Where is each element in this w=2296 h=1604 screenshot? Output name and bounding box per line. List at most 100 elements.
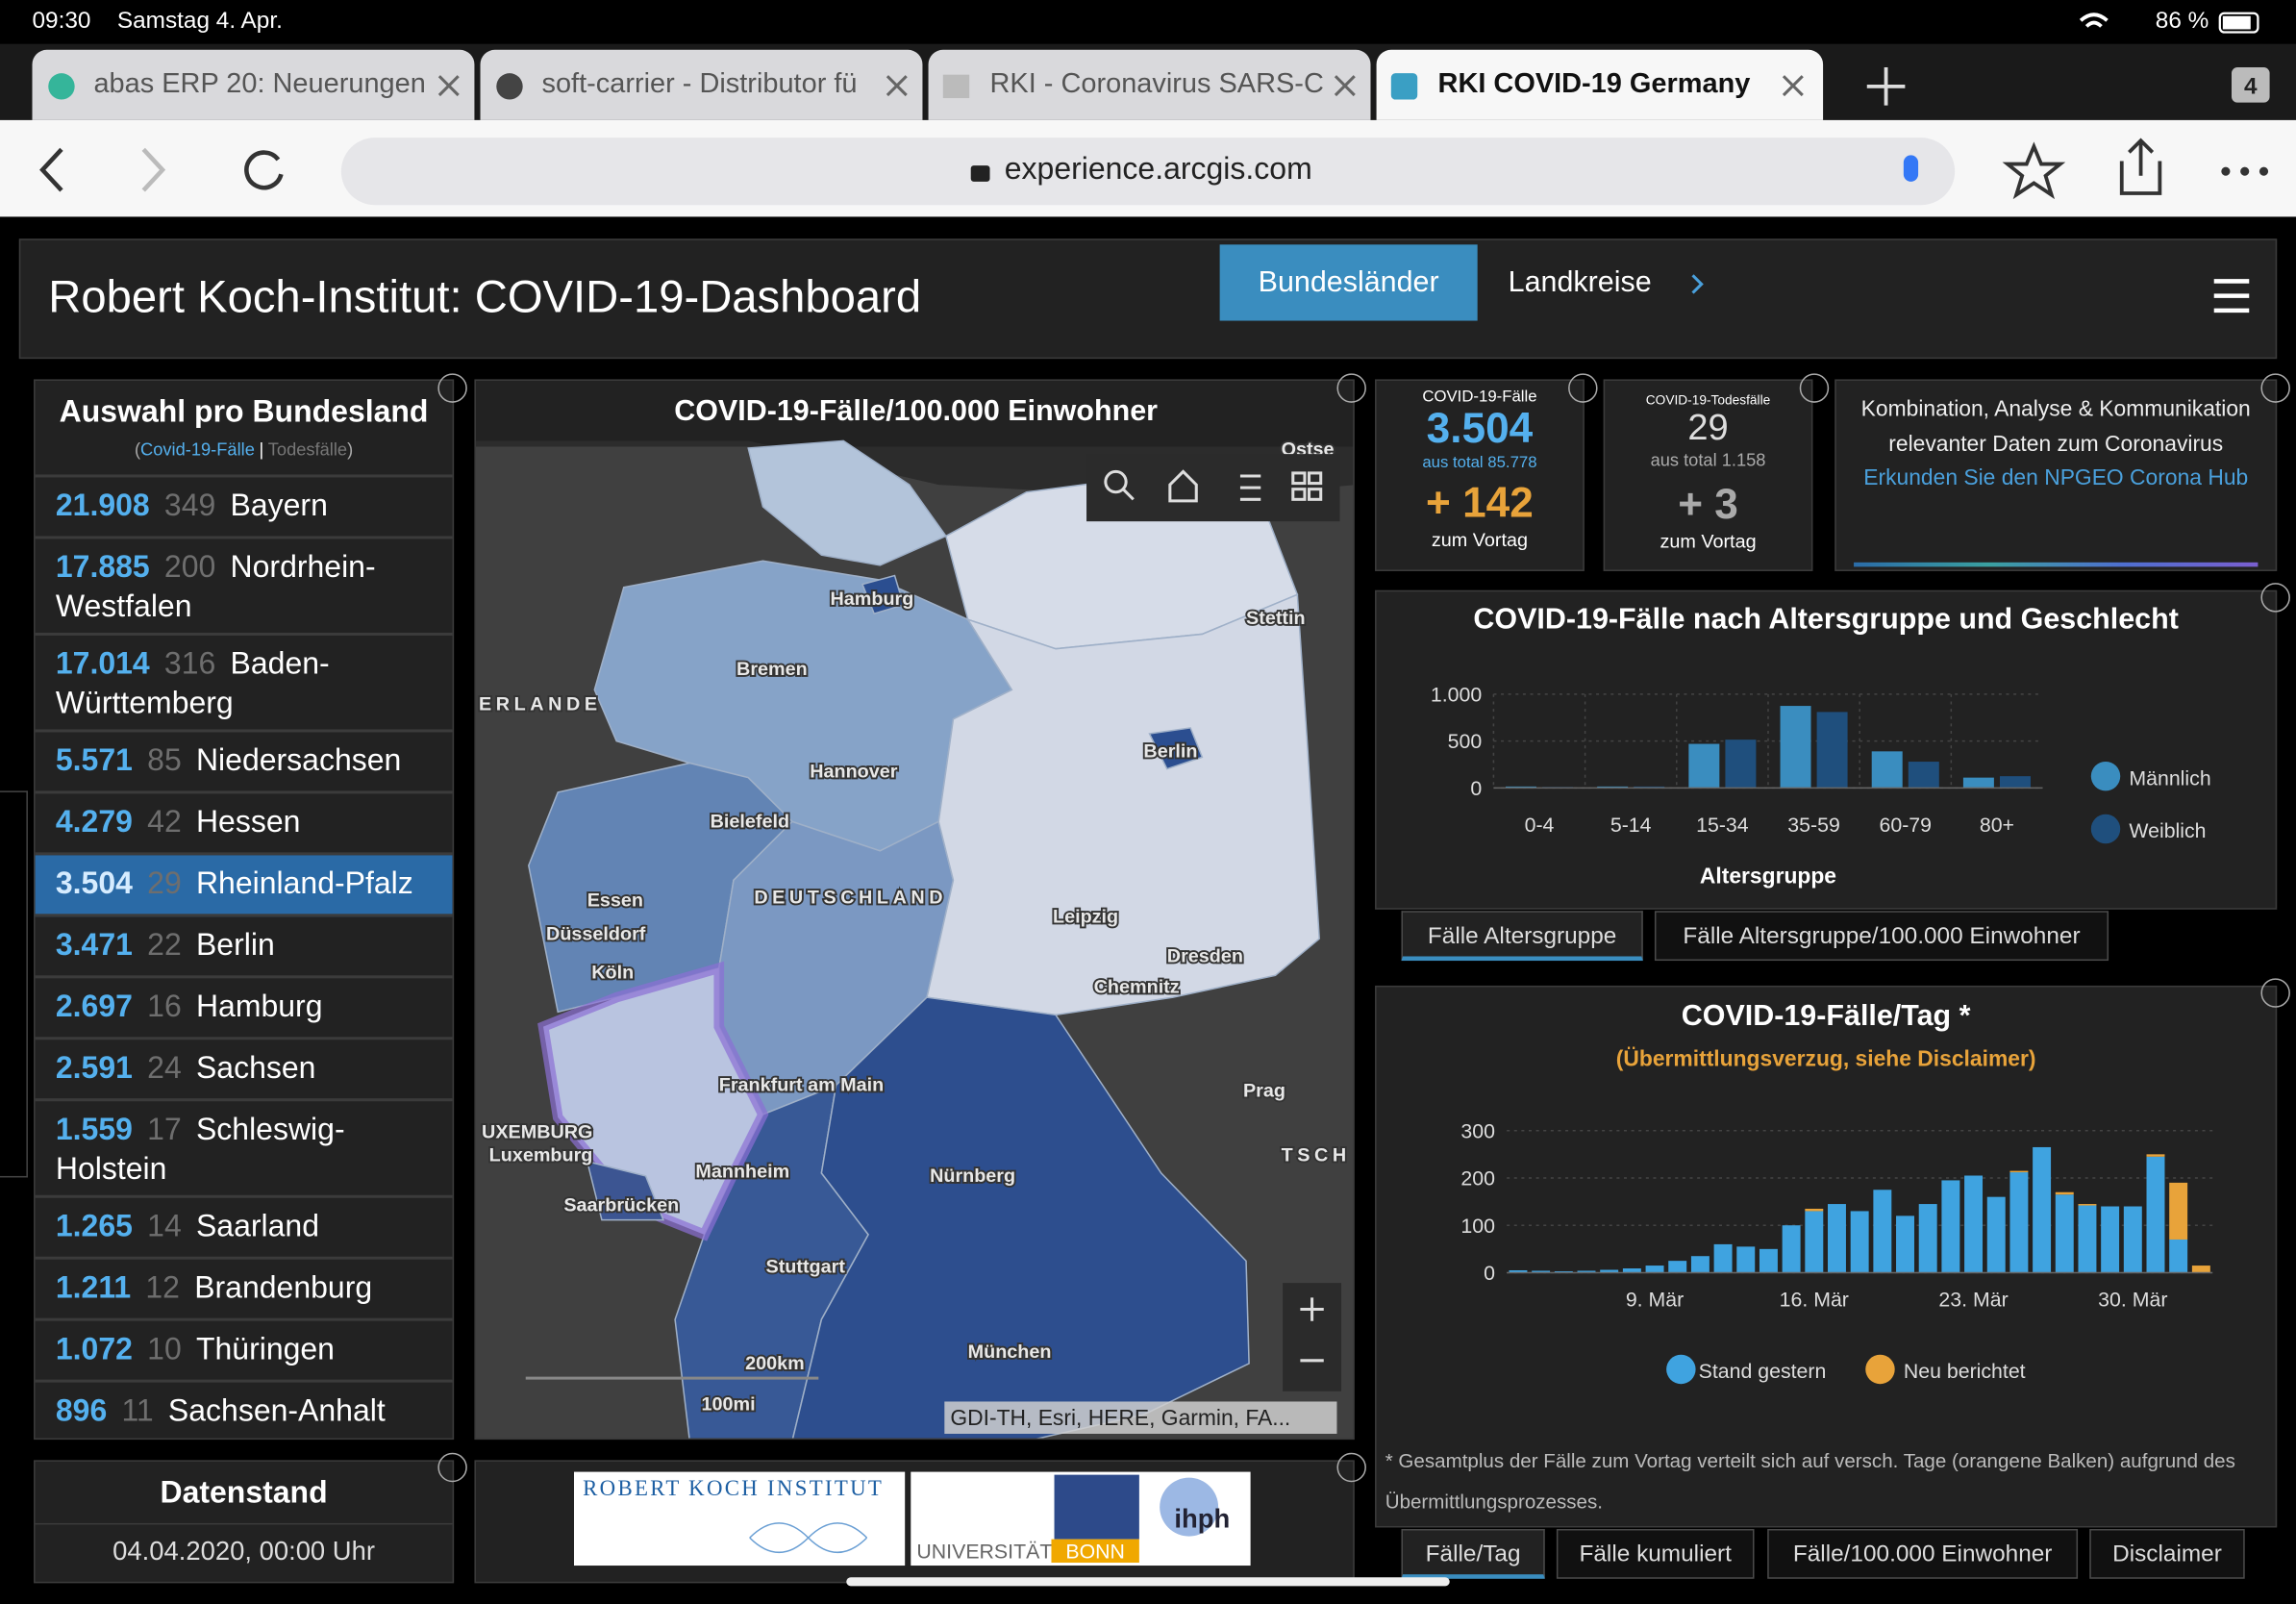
state-row[interactable]: 17.014 316 Baden-Württemberg: [35, 636, 453, 733]
state-cases: 17.014: [55, 647, 150, 682]
ihph-logo-circle: [1160, 1477, 1219, 1537]
legend-part: (: [134, 439, 141, 461]
browser-tab-active[interactable]: RKI COVID-19 Germany: [1376, 49, 1824, 120]
map-label: UXEMBURG: [482, 1121, 592, 1142]
chart-tab[interactable]: Fälle Altersgruppe/100.000 Einwohner: [1654, 911, 2109, 962]
scale-label: 100mi: [701, 1394, 755, 1416]
browser-tab[interactable]: abas ERP 20: Neuerungen: [32, 49, 475, 120]
state-shape: [1148, 727, 1204, 770]
scale-label: 200km: [745, 1353, 805, 1374]
card-label: COVID-19-Fälle: [1422, 388, 1537, 406]
state-name: Sachsen: [195, 1051, 316, 1086]
rki-logo-graphic: [749, 1522, 868, 1553]
zoom-icons[interactable]: [1300, 1297, 1324, 1363]
chart-tab-active[interactable]: Fälle Altersgruppe: [1401, 911, 1643, 962]
back-button[interactable]: [39, 147, 63, 192]
state-row[interactable]: 17.885 200 Nordrhein-Westfalen: [35, 539, 453, 636]
chart-tab[interactable]: Fälle kumuliert: [1556, 1528, 1755, 1579]
chart-tab[interactable]: Fälle/100.000 Einwohner: [1767, 1528, 2079, 1579]
state-shape: [861, 574, 905, 615]
state-deaths: 22: [147, 928, 182, 963]
state-row[interactable]: 5.571 85 Niedersachsen: [35, 732, 453, 794]
url-field[interactable]: [340, 138, 1956, 206]
tab-close-icons[interactable]: [437, 75, 1804, 97]
expand-button[interactable]: [437, 373, 467, 403]
attribution-box: [944, 1401, 1337, 1434]
expand-button[interactable]: [437, 1452, 467, 1483]
state-row[interactable]: 1.559 17 Schleswig-Holstein: [35, 1101, 453, 1198]
map-tools[interactable]: [1104, 469, 1323, 503]
map-label: Düsseldorf: [546, 924, 646, 945]
dashboard-title: Robert Koch-Institut: COVID-19-Dashboard: [48, 270, 922, 323]
tab-count-box[interactable]: [2231, 67, 2270, 103]
expand-button[interactable]: [2260, 583, 2290, 613]
state-cases: 5.571: [55, 743, 133, 778]
state-name: Niedersachsen: [195, 743, 402, 778]
expand-button[interactable]: [1568, 373, 1598, 403]
state-row[interactable]: 896 11 Sachsen-Anhalt: [36, 1383, 453, 1439]
share-button[interactable]: [2119, 138, 2162, 195]
map-label: Leipzig: [1053, 906, 1118, 927]
dashboard-header: [18, 238, 2278, 360]
new-tab-button[interactable]: [1866, 67, 1906, 106]
lock-icon: [970, 165, 990, 182]
rki-logo-text: ROBERT KOCH INSTITUT: [583, 1477, 885, 1502]
card-delta-label: zum Vortag: [1431, 528, 1529, 551]
state-row[interactable]: 1.211 12 Brandenburg: [35, 1260, 453, 1321]
state-shape-selected[interactable]: [537, 961, 769, 1241]
hub-link[interactable]: Erkunden Sie den NPGEO Corona Hub: [1863, 465, 2249, 491]
nav-tab-active[interactable]: Bundesländer: [1219, 244, 1478, 321]
daily-chart-title: COVID-19-Fälle/Tag *: [1681, 1000, 1971, 1033]
nav-next[interactable]: [1691, 274, 1704, 294]
state-cases: 1.072: [55, 1332, 133, 1366]
expand-button[interactable]: [1336, 1452, 1366, 1483]
bookmark-button[interactable]: [2002, 141, 2066, 200]
card-value: 29: [1687, 407, 1729, 449]
state-row[interactable]: 1.265 14 Saarland: [35, 1198, 453, 1260]
favicon: [48, 73, 75, 100]
state-row[interactable]: 4.279 42 Hessen: [35, 793, 453, 856]
uni-logo-block: [1054, 1474, 1139, 1540]
map-label: Hamburg: [831, 589, 914, 610]
forward-button[interactable]: [141, 147, 166, 192]
browser-tab[interactable]: soft-carrier - Distributor fü: [480, 49, 923, 120]
map[interactable]: Hamburg Bremen Hannover Bielefeld Berlin…: [475, 380, 1355, 1440]
state-deaths: 12: [145, 1270, 180, 1305]
browser-tab[interactable]: RKI - Coronavirus SARS-C: [928, 49, 1371, 120]
datenstand-panel: Datenstand 04.04.2020, 00:00 Uhr: [34, 1460, 455, 1584]
age-chart-panel: [1375, 589, 2278, 910]
expand-button[interactable]: [1799, 373, 1830, 403]
state-list-panel: Auswahl pro Bundesland (Covid-19-Fälle | T…: [34, 379, 455, 1441]
state-row[interactable]: 1.072 10 Thüringen: [35, 1321, 453, 1383]
chart-tab[interactable]: Disclaimer: [2089, 1528, 2245, 1579]
menu-button[interactable]: [2213, 279, 2250, 313]
expand-button[interactable]: [2260, 373, 2290, 403]
uni-logo-text: UNIVERSITÄT: [916, 1539, 1053, 1563]
state-row[interactable]: 2.697 16 Hamburg: [35, 978, 453, 1040]
mic-icon[interactable]: [1903, 155, 1919, 182]
state-row[interactable]: 3.504 29 Rheinland-Pfalz: [35, 855, 453, 917]
chart-tab-active[interactable]: Fälle/Tag: [1401, 1528, 1545, 1579]
side-handle[interactable]: [0, 790, 28, 1178]
state-row[interactable]: 21.908 349 Bayern: [35, 477, 453, 539]
expand-button[interactable]: [1336, 373, 1366, 403]
expand-button[interactable]: [2260, 978, 2290, 1008]
state-name: Berlin: [195, 928, 275, 963]
age-chart-title: COVID-19-Fälle nach Altersgruppe und Ges…: [1473, 603, 2179, 636]
state-cases: 1.559: [55, 1113, 133, 1147]
state-name: Brandenburg: [194, 1270, 373, 1305]
datenstand-title: Datenstand: [160, 1476, 328, 1511]
state-deaths: 10: [147, 1332, 182, 1366]
nav-tab[interactable]: Landkreise: [1508, 266, 1652, 299]
favicon: [942, 74, 970, 99]
state-row[interactable]: 3.471 22 Berlin: [35, 916, 453, 979]
more-button[interactable]: [2221, 166, 2269, 176]
uni-logo-bonn: BONN: [1051, 1539, 1139, 1563]
reload-button[interactable]: [244, 150, 284, 190]
state-name: Hamburg: [195, 990, 323, 1024]
datenstand-value: 04.04.2020, 00:00 Uhr: [35, 1522, 453, 1567]
state-row[interactable]: 2.591 24 Sachsen: [35, 1040, 453, 1102]
state-cases: 896: [55, 1393, 108, 1428]
battery-level: 86 %: [2155, 9, 2209, 35]
